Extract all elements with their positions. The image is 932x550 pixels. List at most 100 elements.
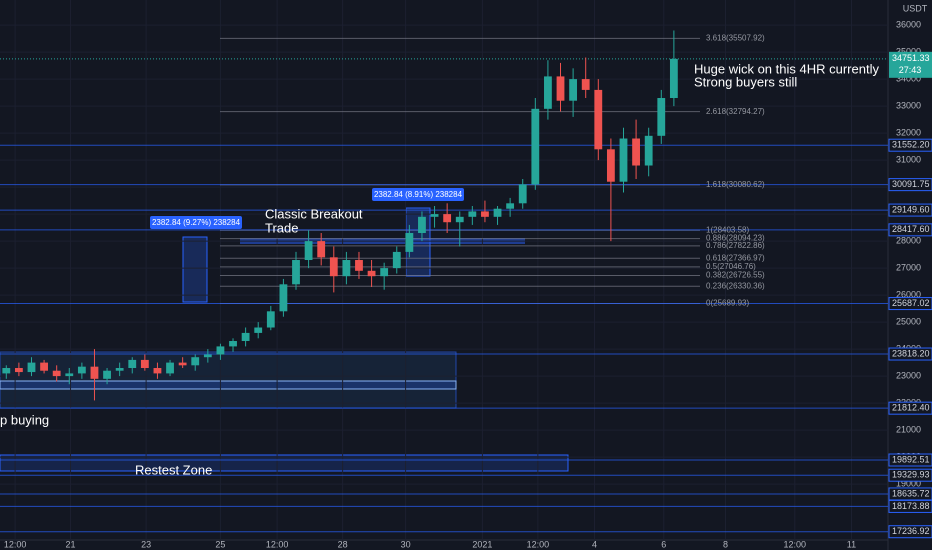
candle-body — [443, 214, 452, 223]
candle-body — [140, 359, 149, 369]
candle-body — [531, 108, 540, 185]
fib-label: 0.786(27822.86) — [706, 241, 765, 250]
candle-body — [430, 214, 439, 217]
candle-body — [544, 76, 552, 109]
x-tick-label: 12:00 — [266, 539, 289, 549]
x-tick-label: 4 — [592, 539, 597, 549]
level-tag — [888, 347, 932, 361]
candle-body — [90, 366, 99, 379]
measure-label-bg — [372, 188, 464, 201]
candle-body — [606, 149, 615, 182]
x-tick-label: 12:00 — [527, 539, 550, 549]
candle-body — [103, 370, 111, 379]
candle-body — [216, 346, 225, 355]
y-tick-label: 32000 — [896, 127, 921, 137]
candle-body — [241, 332, 250, 342]
candle-body — [27, 362, 36, 373]
level-tag — [888, 453, 932, 467]
annotation: Classic Breakout — [265, 206, 363, 221]
level-label: 30091.75 — [892, 179, 930, 189]
level-label: 19329.93 — [892, 470, 930, 480]
fib-label: 0.236(26330.36) — [706, 281, 765, 290]
candle-body — [2, 368, 11, 374]
support-zone — [0, 351, 457, 409]
measure-label: 2382.84 (9.27%) 238284 — [152, 218, 241, 227]
level-tag — [888, 468, 932, 482]
candle-body — [229, 341, 237, 347]
level-tag — [888, 138, 932, 152]
measure-label-bg — [150, 216, 242, 229]
fib-label: 1(28403.58) — [706, 225, 749, 234]
y-tick-label: 31000 — [896, 154, 921, 164]
measure-label: 2382.84 (8.91%) 238284 — [374, 190, 463, 199]
level-label: 31552.20 — [892, 140, 930, 150]
y-tick-label: 21000 — [896, 424, 921, 434]
candle-body — [304, 241, 313, 261]
level-label: 28417.60 — [892, 224, 930, 234]
x-tick-label: 2021 — [472, 539, 492, 549]
candle-body — [14, 368, 23, 373]
level-label: 25687.02 — [892, 298, 930, 308]
level-label: 19892.51 — [892, 454, 930, 464]
y-tick-label: 23000 — [896, 370, 921, 380]
candle-body — [342, 260, 351, 277]
support-band — [0, 380, 457, 390]
candle-body — [493, 208, 502, 217]
candle-body — [65, 373, 74, 377]
fib-label: 0.886(28094.23) — [706, 234, 765, 243]
candle-body — [279, 284, 288, 312]
annotation: Huge wick on this 4HR currently — [694, 61, 879, 76]
last-price-tag — [889, 51, 932, 78]
candle-body — [657, 98, 666, 136]
candle-body — [292, 260, 300, 285]
measure-box — [182, 236, 208, 303]
fib-label: 0(25689.93) — [706, 299, 749, 308]
level-label: 18635.72 — [892, 488, 930, 498]
x-tick-label: 28 — [338, 539, 348, 549]
candle-body — [178, 362, 187, 366]
candle-body — [644, 135, 653, 166]
x-tick-label: 12:00 — [784, 539, 807, 549]
candle-body — [569, 79, 578, 101]
x-tick-label: 25 — [215, 539, 225, 549]
countdown: 27:43 — [899, 65, 922, 75]
fib-label: 0.618(27366.97) — [706, 253, 765, 262]
level-tag — [888, 401, 932, 415]
candle-body — [153, 368, 162, 374]
x-tick-label: 23 — [141, 539, 151, 549]
level-tag — [888, 499, 932, 513]
candle-body — [191, 357, 200, 366]
candles — [2, 30, 678, 401]
annotation: Trade — [265, 220, 298, 235]
fib-label: 2.618(32794.27) — [706, 107, 765, 116]
candle-body — [40, 362, 48, 371]
candle-body — [166, 362, 174, 374]
level-tag — [888, 525, 932, 539]
last-price-label: 34751.33 — [892, 53, 930, 63]
labels: 1900020000210002200023000240002500026000… — [4, 19, 932, 549]
candle-body — [632, 138, 640, 166]
y-tick-label: 33000 — [896, 100, 921, 110]
y-tick-label: 28000 — [896, 235, 921, 245]
fib-label: 0.382(26726.55) — [706, 271, 765, 280]
candle-body — [77, 366, 86, 374]
candle-body — [418, 216, 426, 234]
candle-body — [518, 184, 527, 204]
candle-body — [506, 203, 515, 209]
candle-body — [380, 268, 389, 277]
candle-body — [128, 359, 137, 369]
candle-body — [669, 58, 678, 99]
candle-body — [455, 216, 464, 223]
candle-body — [367, 270, 376, 277]
annotation: p buying — [0, 412, 49, 427]
candle-body — [266, 311, 275, 328]
level-label: 17236.92 — [892, 526, 930, 536]
x-tick-label: 6 — [661, 539, 666, 549]
y-tick-label: 35000 — [896, 46, 921, 56]
candle-body — [392, 251, 401, 269]
level-label: 18173.88 — [892, 501, 930, 511]
annotation: Strong buyers still — [694, 74, 797, 89]
y-tick-label: 34000 — [896, 73, 921, 83]
fib-label: 3.618(35507.92) — [706, 34, 765, 43]
